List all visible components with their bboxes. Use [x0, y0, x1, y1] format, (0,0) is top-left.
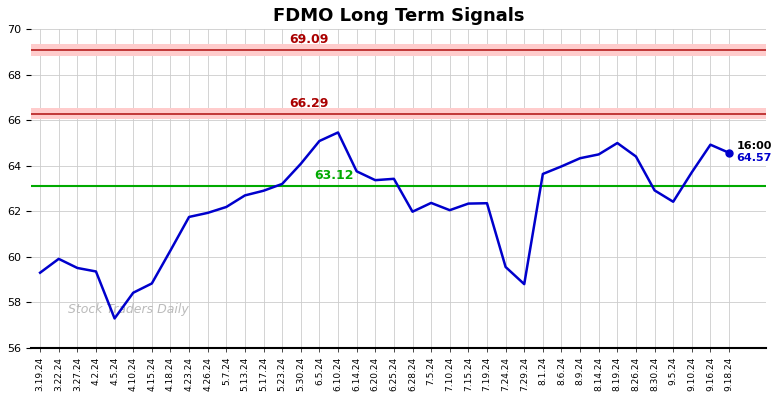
Text: 16:00: 16:00: [736, 140, 772, 150]
Text: 64.57: 64.57: [736, 153, 772, 163]
Title: FDMO Long Term Signals: FDMO Long Term Signals: [273, 7, 524, 25]
Text: 66.29: 66.29: [289, 97, 328, 109]
Text: 63.12: 63.12: [314, 169, 354, 182]
Bar: [31, 44, 766, 56]
Text: Stock Traders Daily: Stock Traders Daily: [67, 303, 188, 316]
Text: 69.09: 69.09: [289, 33, 328, 46]
Bar: [31, 108, 766, 119]
Point: [723, 150, 735, 156]
